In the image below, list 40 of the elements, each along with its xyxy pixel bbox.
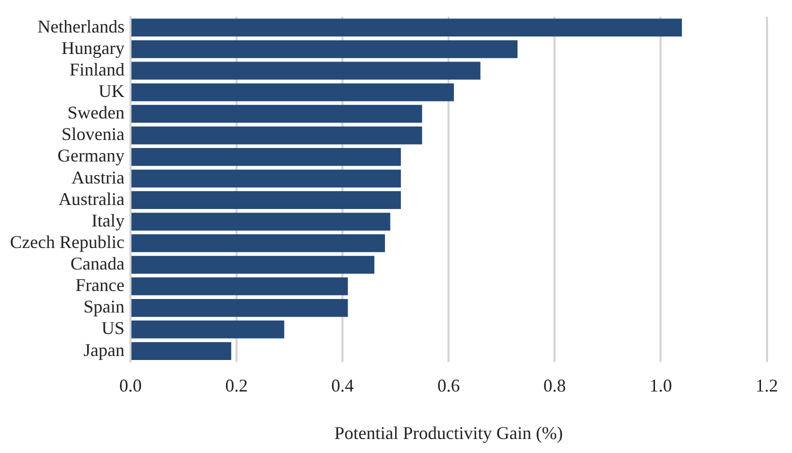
bar xyxy=(131,148,401,166)
y-tick-label: Germany xyxy=(57,146,124,166)
x-tick-label: 0.2 xyxy=(225,375,248,396)
y-tick-label: Canada xyxy=(70,254,124,274)
y-tick-label: Sweden xyxy=(67,102,124,123)
bar xyxy=(131,298,348,317)
x-tick-label: 1.2 xyxy=(756,375,778,396)
y-tick-label: Slovenia xyxy=(61,124,124,144)
x-tick-label: 0.6 xyxy=(437,375,460,396)
x-axis-title: Potential Productivity Gain (%) xyxy=(334,422,563,443)
y-tick-label: Czech Republic xyxy=(10,232,124,252)
bar xyxy=(131,170,401,188)
bar xyxy=(131,40,518,58)
y-tick-label: Italy xyxy=(91,210,124,230)
bar xyxy=(131,256,374,274)
y-tick-label: Japan xyxy=(83,340,124,360)
bar xyxy=(131,126,422,144)
y-tick-label: US xyxy=(101,318,124,338)
bar xyxy=(131,83,454,102)
x-tick-label: 0.0 xyxy=(119,375,142,396)
y-tick-label: Australia xyxy=(58,188,124,209)
x-tick-label: 0.8 xyxy=(543,375,566,396)
y-tick-label: Hungary xyxy=(61,38,124,58)
y-tick-label: France xyxy=(75,275,124,296)
bar xyxy=(131,191,401,210)
x-tick-label: 0.4 xyxy=(331,375,354,396)
y-tick-label: Finland xyxy=(69,59,124,80)
y-tick-label: Spain xyxy=(83,296,124,317)
bar xyxy=(131,320,284,338)
bar xyxy=(131,234,385,252)
bar xyxy=(131,62,480,80)
bar xyxy=(131,212,390,231)
bar xyxy=(131,342,232,360)
bar xyxy=(131,18,682,37)
bar xyxy=(131,104,422,123)
x-tick-label: 1.0 xyxy=(649,375,672,396)
y-tick-label: UK xyxy=(98,81,124,102)
y-tick-label: Netherlands xyxy=(37,16,124,36)
bar xyxy=(131,277,348,296)
y-tick-label: Austria xyxy=(71,167,124,188)
